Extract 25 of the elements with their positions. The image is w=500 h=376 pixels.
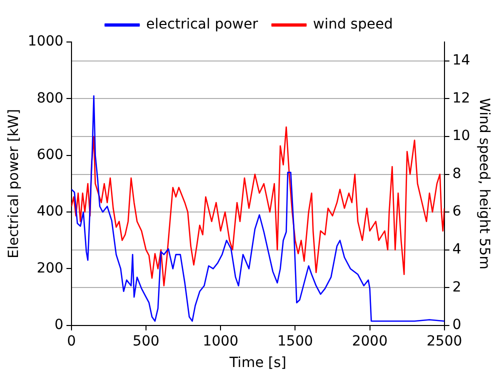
legend-label: electrical power (146, 16, 258, 33)
x-tick-label: 2000 (352, 333, 388, 350)
y-tick-label: 800 (36, 90, 64, 106)
y-tick-label: 200 (36, 260, 64, 276)
y2-axis-title: Wind speed, height 55m (476, 98, 492, 270)
y2-tick-label: 14 (452, 52, 470, 69)
x-axis-title: Time [s] (228, 355, 286, 372)
y2-tick-label: 2 (452, 279, 462, 296)
y2-tick-label: 12 (452, 90, 470, 106)
y2-tick-label: 8 (452, 166, 462, 182)
y-tick-label: 600 (36, 147, 64, 163)
y2-tick-label: 0 (452, 317, 462, 334)
y2-tick-label: 10 (452, 128, 470, 144)
y2-tick-label: 6 (452, 204, 462, 220)
x-tick-label: 2500 (426, 333, 462, 350)
x-tick-label: 1000 (202, 333, 238, 350)
y-tick-label: 400 (36, 204, 64, 220)
y-axis-title: Electrical power [kW] (6, 108, 22, 258)
legend-label: wind speed (312, 16, 393, 33)
y-tick-label: 1000 (28, 34, 64, 50)
x-tick-label: 0 (66, 333, 76, 350)
y2-tick-label: 4 (452, 241, 462, 258)
y-tick-label: 0 (54, 317, 64, 334)
x-tick-label: 1500 (277, 333, 314, 350)
x-tick-label: 500 (132, 333, 160, 350)
